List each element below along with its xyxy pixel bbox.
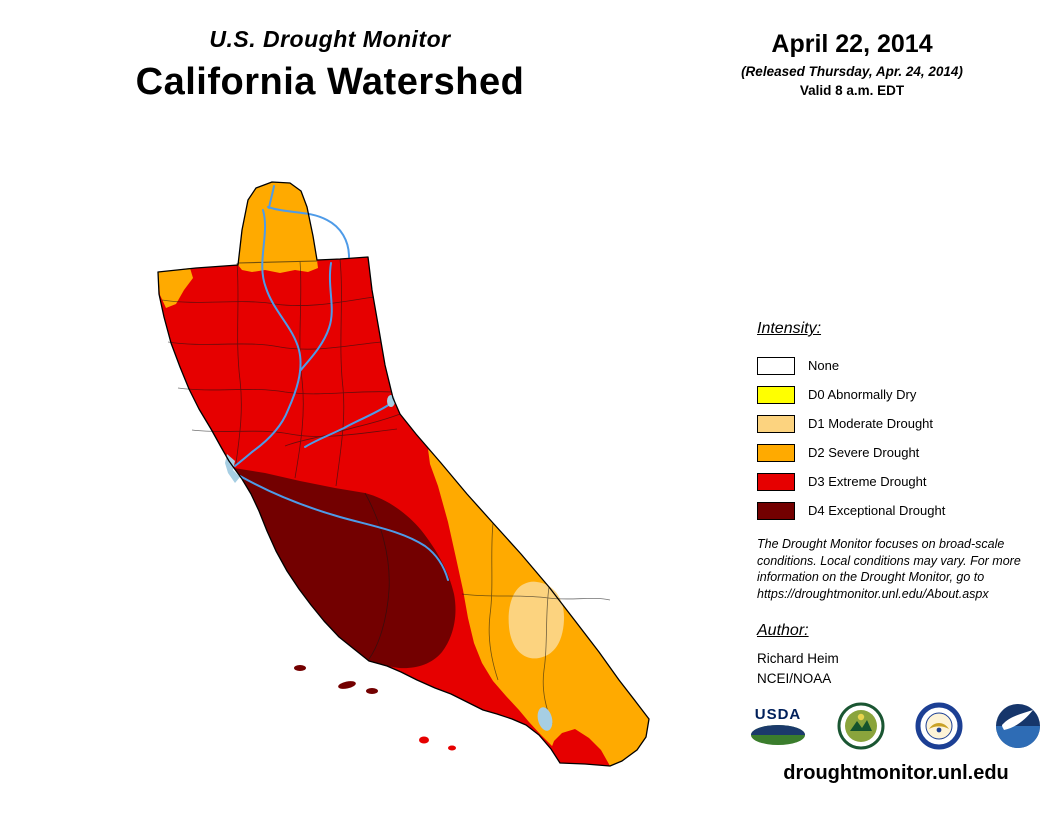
- author-heading: Author:: [757, 622, 809, 639]
- usda-logo-emblem: [751, 724, 805, 745]
- map-region-d2-north: [238, 182, 318, 273]
- legend-swatch: [757, 414, 795, 433]
- legend-item: D0 Abnormally Dry: [757, 380, 1047, 409]
- legend-swatch: [757, 472, 795, 491]
- intensity-legend: Intensity: None D0 Abnormally Dry D1 Moder…: [757, 320, 1047, 525]
- legend-item: D2 Severe Drought: [757, 438, 1047, 467]
- pit-river: [267, 206, 350, 258]
- legend-item: None: [757, 351, 1047, 380]
- map-region-d4-central: [234, 468, 456, 669]
- legend-item: D4 Exceptional Drought: [757, 496, 1047, 525]
- noaa-logo: [994, 702, 1042, 750]
- american-river: [304, 403, 391, 448]
- legend-label: D0 Abnormally Dry: [808, 387, 917, 402]
- legend-items: None D0 Abnormally Dry D1 Moderate Drought…: [757, 351, 1047, 525]
- salton-sea: [537, 707, 553, 731]
- agency-logos: USDA: [750, 702, 1042, 750]
- ndmc-logo: [837, 702, 885, 750]
- legend-item: D1 Moderate Drought: [757, 409, 1047, 438]
- usda-logo-text: USDA: [754, 705, 802, 723]
- san-joaquin-river: [239, 475, 449, 581]
- rivers: [234, 185, 449, 581]
- website-url: droughtmonitor.unl.edu: [783, 762, 1009, 784]
- feather-river: [299, 262, 333, 372]
- legend-swatch: [757, 501, 795, 520]
- author-name: Richard Heim: [757, 651, 839, 666]
- legend-label: D1 Moderate Drought: [808, 416, 934, 431]
- header-title-block: U.S. Drought Monitor California Watershe…: [110, 26, 550, 104]
- legend-label: D4 Exceptional Drought: [808, 503, 946, 518]
- author-block: Author: Richard Heim NCEI/NOAA: [757, 622, 1035, 686]
- noaa-logo-seal: [995, 704, 1040, 748]
- legend-label: D3 Extreme Drought: [808, 474, 927, 489]
- map-region-d2-northwest: [158, 268, 193, 308]
- legend-label: None: [808, 358, 840, 373]
- valid-time: Valid 8 a.m. EDT: [799, 83, 905, 98]
- usda-logo: USDA: [750, 707, 806, 746]
- legend-label: D2 Severe Drought: [808, 445, 920, 460]
- commerce-logo-seal: [915, 702, 963, 750]
- channel-islands: [294, 665, 456, 751]
- legend-swatch: [757, 385, 795, 404]
- disclaimer-text: The Drought Monitor focuses on broad-sca…: [757, 537, 1021, 601]
- monitor-title: U.S. Drought Monitor: [209, 26, 451, 52]
- page-title: California Watershed: [135, 61, 525, 103]
- released-date: (Released Thursday, Apr. 24, 2014): [741, 64, 963, 79]
- legend-item: D3 Extreme Drought: [757, 467, 1047, 496]
- watershed-boundaries: [161, 258, 611, 725]
- ndmc-logo-seal: [837, 702, 885, 750]
- legend-swatch: [757, 443, 795, 462]
- commerce-logo: [915, 702, 963, 750]
- map-outline: [157, 181, 650, 767]
- sacramento-river: [234, 209, 302, 467]
- author-org: NCEI/NOAA: [757, 671, 832, 686]
- header-date-block: April 22, 2014 (Released Thursday, Apr. …: [712, 30, 992, 98]
- legend-heading: Intensity:: [757, 320, 822, 337]
- map-region-d1-southeast: [508, 581, 565, 659]
- legend-swatch: [757, 356, 795, 375]
- upper-river: [268, 185, 275, 209]
- map-region-d3-southeast-corner: [551, 729, 610, 766]
- map-date: April 22, 2014: [771, 30, 933, 58]
